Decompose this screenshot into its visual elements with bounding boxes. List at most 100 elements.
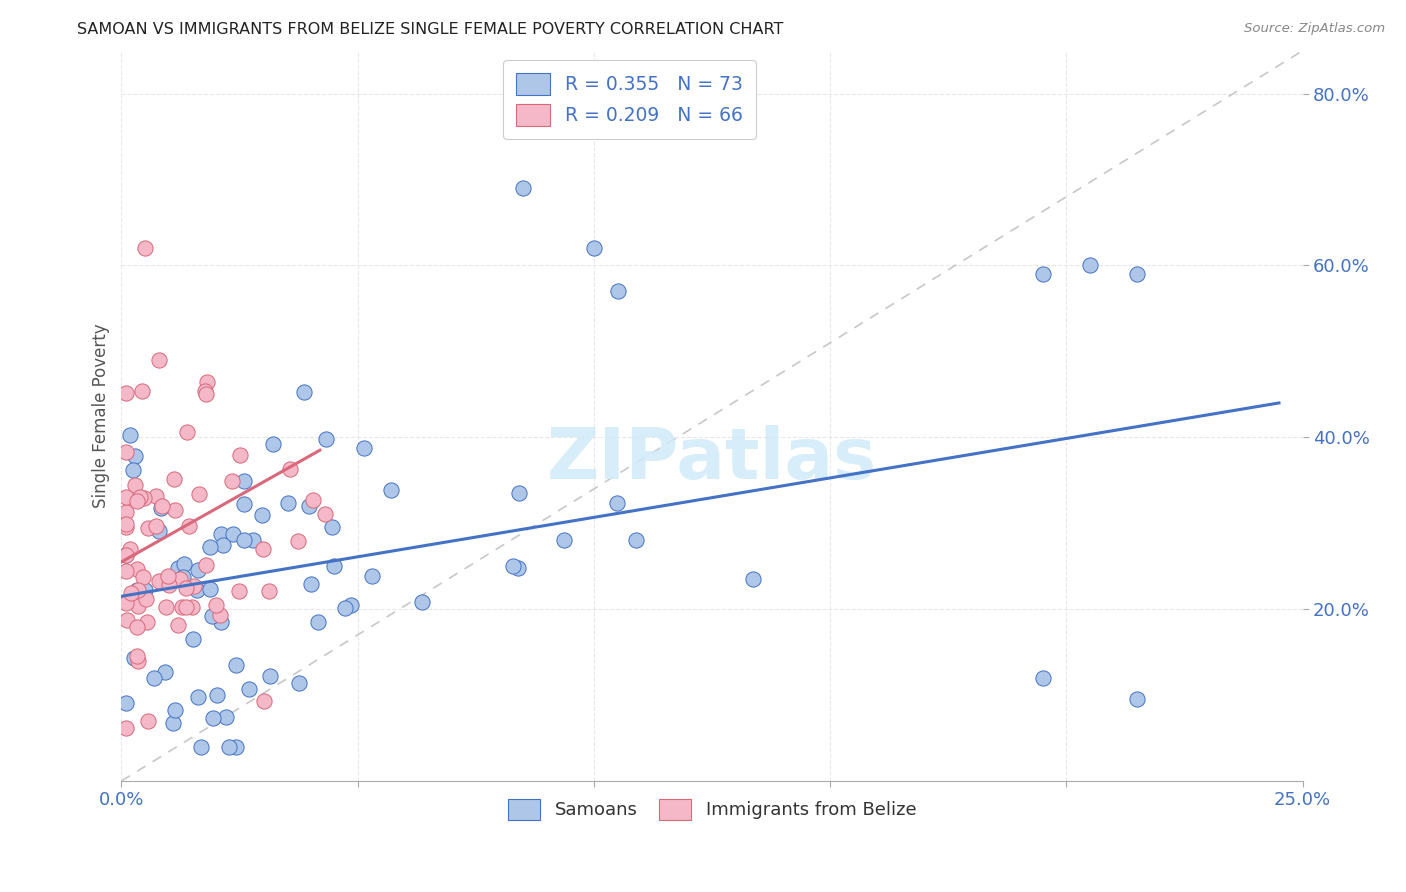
Point [115,516,138,531]
Point [411,595,433,609]
Point [233,497,256,511]
Point [153,665,176,679]
Point [188,487,211,501]
Point [127,599,149,613]
Point [174,581,197,595]
Point [512,181,534,195]
Point [115,548,138,562]
Point [115,445,138,459]
Point [163,503,186,517]
Point [502,558,524,573]
Point [163,703,186,717]
Text: ZIPatlas: ZIPatlas [547,425,877,494]
Point [143,671,166,685]
Point [121,463,143,477]
Text: SAMOAN VS IMMIGRANTS FROM BELIZE SINGLE FEMALE POVERTY CORRELATION CHART: SAMOAN VS IMMIGRANTS FROM BELIZE SINGLE … [77,22,783,37]
Point [170,599,193,614]
Point [221,474,243,488]
Point [125,620,148,634]
Point [315,432,337,446]
Point [508,486,530,500]
Point [115,721,138,735]
Point [225,739,247,754]
Point [132,491,155,506]
Point [174,600,197,615]
Point [333,601,356,615]
Point [198,582,221,596]
Text: Source: ZipAtlas.com: Source: ZipAtlas.com [1244,22,1385,36]
Point [124,450,146,464]
Point [156,568,179,582]
Point [169,572,191,586]
Point [148,353,170,368]
Point [166,618,188,632]
Point [127,582,149,597]
Point [134,241,156,255]
Point [145,489,167,503]
Point [201,609,224,624]
Point [360,569,382,583]
Point [115,505,138,519]
Point [222,527,245,541]
Point [208,607,231,622]
Point [1032,671,1054,685]
Point [176,425,198,440]
Point [138,714,160,729]
Point [242,533,264,547]
Point [307,615,329,630]
Point [125,562,148,576]
Point [205,599,228,613]
Point [553,533,575,548]
Point [218,739,240,754]
Point [298,499,321,513]
Point [115,548,138,562]
Point [198,541,221,555]
Point [190,739,212,754]
Point [145,519,167,533]
Point [195,558,218,573]
Point [173,557,195,571]
Point [340,598,363,612]
Point [115,386,138,401]
Point [321,520,343,534]
Point [301,492,323,507]
Legend: Samoans, Immigrants from Belize: Samoans, Immigrants from Belize [501,791,924,827]
Point [1032,267,1054,281]
Point [314,508,336,522]
Point [187,563,209,577]
Point [233,474,256,488]
Point [262,437,284,451]
Point [209,526,232,541]
Point [122,651,145,665]
Point [252,541,274,556]
Y-axis label: Single Female Poverty: Single Female Poverty [93,324,110,508]
Point [115,596,138,610]
Point [127,655,149,669]
Point [187,690,209,705]
Point [155,599,177,614]
Point [202,711,225,725]
Point [120,586,142,600]
Point [117,613,139,627]
Point [287,676,309,690]
Point [205,688,228,702]
Point [292,385,315,400]
Point [228,583,250,598]
Point [195,387,218,401]
Point [115,491,138,505]
Point [1078,259,1101,273]
Point [162,716,184,731]
Point [134,582,156,597]
Point [157,578,180,592]
Point [741,572,763,586]
Point [127,648,149,663]
Point [150,501,173,516]
Point [380,483,402,497]
Point [163,472,186,486]
Point [150,499,173,513]
Point [183,632,205,647]
Point [215,709,238,723]
Point [127,494,149,508]
Point [278,462,301,476]
Point [135,615,157,630]
